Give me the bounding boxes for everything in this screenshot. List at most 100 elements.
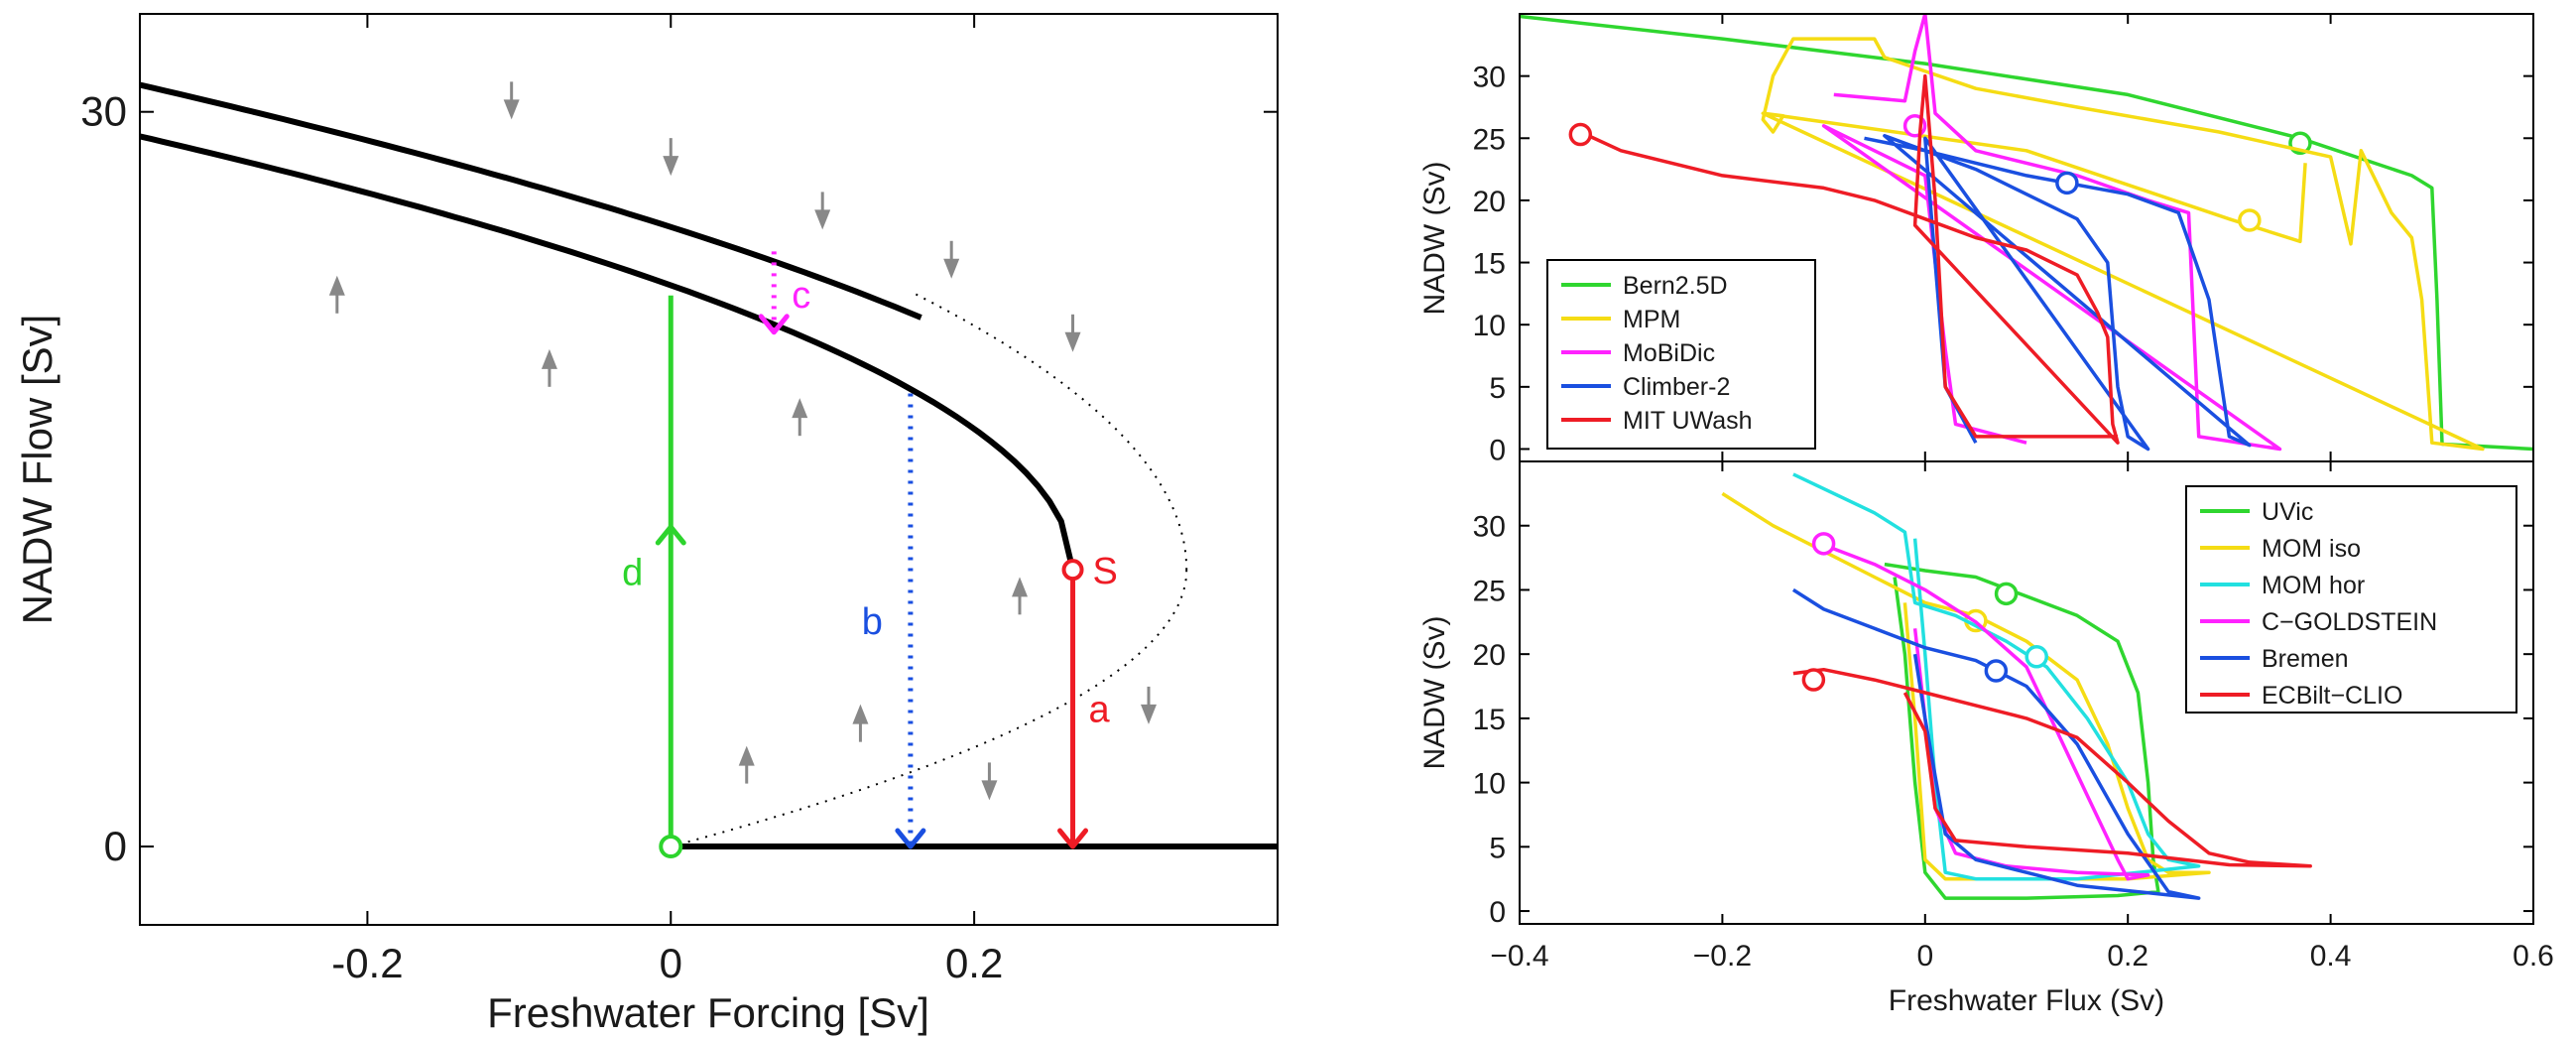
right-x-tick-label: 0.4 <box>2310 940 2352 973</box>
series-marker-bremen <box>1984 659 2009 683</box>
rb-y-tick-label: 10 <box>1473 768 1506 801</box>
transition-b-label: b <box>862 601 883 643</box>
left-x-tick-label: -0.2 <box>331 940 403 986</box>
legend-label: Bremen <box>2262 645 2349 673</box>
series-line-mit-uwash <box>1579 73 2120 445</box>
series-line-ecbilt-clio <box>1792 667 2312 868</box>
left-ticks: -0.2 0 0.2 0 30 <box>80 14 1278 986</box>
left-y-axis-label: NADW Flow [Sv] <box>14 315 61 625</box>
grey-arrow-head <box>738 745 755 766</box>
grey-arrow-head <box>1141 704 1158 724</box>
grey-arrow-head <box>943 258 960 279</box>
legend-label: MOM hor <box>2262 572 2365 599</box>
left-x-tick-label: 0 <box>660 940 682 986</box>
series-marker-c-goldstein <box>1811 532 1836 556</box>
saddle-point-marker <box>1061 559 1084 582</box>
series-line-climber-2 <box>1864 134 2252 452</box>
left-y-tick-label: 0 <box>104 823 127 869</box>
right-top-panel: 0 5 10 15 20 25 30 Bern2.5D MPM MoBiDic Climber-2… <box>1418 13 2534 466</box>
series-marker-uvic <box>1994 582 2019 606</box>
left-y-tick-label: 30 <box>80 88 127 135</box>
upper-offset-branch <box>140 81 922 321</box>
legend-label: UVic <box>2262 498 2313 526</box>
transition-c-arrowhead <box>758 314 790 335</box>
rt-y-tick-label: 10 <box>1473 310 1506 342</box>
series-marker-ecbilt-clio <box>1801 668 1826 692</box>
right-x-tick-label: 0 <box>1916 940 1933 973</box>
series-line-bremen <box>1791 587 2201 900</box>
grey-arrow-head <box>814 209 831 230</box>
right-top-content <box>1520 14 2533 452</box>
right-top-legend: Bern2.5D MPM MoBiDic Climber-2 MIT UWash <box>1546 259 1816 450</box>
grey-arrow-head <box>1012 577 1029 597</box>
grey-arrow-head <box>1064 331 1081 352</box>
grey-arrow-head <box>503 99 520 120</box>
series-marker-climber-2 <box>2055 171 2079 195</box>
transition-c-label: c <box>792 275 810 317</box>
right-x-tick-label: −0.4 <box>1490 940 1548 973</box>
right-top-y-axis-label: NADW (Sv) <box>1418 162 1451 316</box>
series-line-c-goldstein <box>1822 543 2150 881</box>
rt-y-tick-label: 20 <box>1473 186 1506 218</box>
legend-label: MIT UWash <box>1623 407 1753 435</box>
right-bottom-panel: −0.4 −0.2 0 0.2 0.4 0.6 0 5 10 15 20 25 30 UVic MOM i… <box>1418 460 2554 1017</box>
right-bottom-legend: UVic MOM iso MOM hor C−GOLDSTEIN Bremen ECBil… <box>2185 485 2517 714</box>
saddle-point-label: S <box>1093 551 1118 592</box>
legend-label: ECBilt−CLIO <box>2262 682 2402 710</box>
rb-y-tick-label: 30 <box>1473 511 1506 544</box>
grey-arrow-head <box>852 704 869 724</box>
grey-arrow-head <box>981 780 998 801</box>
rb-y-tick-label: 0 <box>1489 896 1506 929</box>
rb-y-tick-label: 20 <box>1473 639 1506 672</box>
legend-label: Bern2.5D <box>1623 272 1728 300</box>
grey-arrow-head <box>663 156 679 177</box>
right-bottom-y-axis-label: NADW (Sv) <box>1418 616 1451 770</box>
right-x-axis-label: Freshwater Flux (Sv) <box>1889 984 2164 1017</box>
left-plot-frame <box>139 13 1279 926</box>
right-bottom-frame <box>1519 460 2534 925</box>
legend-label: MPM <box>1623 306 1680 333</box>
legend-box <box>2185 485 2517 714</box>
stable-upper-branch <box>140 133 1076 571</box>
right-bottom-content <box>1721 472 2312 900</box>
transition-a-label: a <box>1089 690 1111 731</box>
series-marker-mit-uwash <box>1568 122 1593 147</box>
series-marker-mom-hor <box>2024 645 2048 669</box>
series-line-mobidic <box>1821 14 2282 452</box>
series-line-mom-hor <box>1792 472 2201 881</box>
rt-y-tick-label: 5 <box>1489 372 1506 405</box>
rb-y-tick-label: 15 <box>1473 704 1506 736</box>
transition-b-arrowhead <box>895 828 926 849</box>
legend-label: MOM iso <box>2262 535 2361 563</box>
rt-y-tick-label: 25 <box>1473 123 1506 156</box>
right-x-tick-label: −0.2 <box>1693 940 1752 973</box>
legend-label: Climber-2 <box>1623 373 1730 401</box>
right-bottom-ticks: −0.4 −0.2 0 0.2 0.4 0.6 0 5 10 15 20 25 30 <box>1473 461 2554 973</box>
legend-label: MoBiDic <box>1623 339 1715 367</box>
left-labels: a b c d S <box>622 275 1118 731</box>
legend-label: C−GOLDSTEIN <box>2262 608 2437 636</box>
transition-d-arrowhead <box>655 524 686 546</box>
series-line-mpm <box>1761 37 2485 452</box>
rb-y-tick-label: 5 <box>1489 832 1506 864</box>
left-x-axis-label: Freshwater Forcing [Sv] <box>487 989 929 1036</box>
grey-arrow-head <box>328 275 345 296</box>
series-marker-mpm <box>2238 208 2262 232</box>
left-panel: -0.2 0 0.2 0 30 a b c d S Freshwater Forcing [Sv… <box>14 13 1279 1036</box>
grey-arrow-head <box>541 348 557 369</box>
rb-y-tick-label: 25 <box>1473 575 1506 607</box>
grey-arrow-head <box>792 398 808 419</box>
series-line-bern2-5d <box>1520 14 2533 452</box>
rt-y-tick-label: 30 <box>1473 62 1506 94</box>
rt-y-tick-label: 0 <box>1489 434 1506 466</box>
unstable-branch-lower <box>671 570 1188 847</box>
unstable-branch-upper <box>913 292 1188 571</box>
right-x-tick-label: 0.6 <box>2513 940 2554 973</box>
transition-a-arrowhead <box>1057 828 1089 849</box>
rt-y-tick-label: 15 <box>1473 248 1506 281</box>
right-top-ticks: 0 5 10 15 20 25 30 <box>1473 14 2534 466</box>
left-x-tick-label: 0.2 <box>945 940 1003 986</box>
right-x-tick-label: 0.2 <box>2107 940 2148 973</box>
series-line-mom-iso <box>1721 491 2211 881</box>
